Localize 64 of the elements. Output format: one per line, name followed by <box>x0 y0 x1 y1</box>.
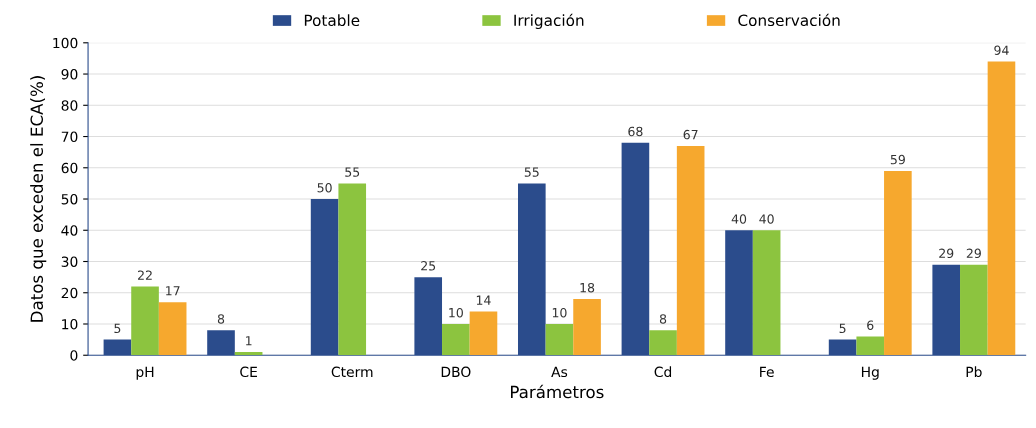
bar <box>752 230 781 356</box>
data-label: 18 <box>580 282 595 293</box>
data-label: 5 <box>114 323 121 334</box>
y-tick-label: 10 <box>62 318 78 330</box>
y-tick-label: 80 <box>61 100 78 111</box>
data-label: 5 <box>839 323 846 334</box>
data-label: 50 <box>317 182 332 193</box>
bar <box>469 311 498 356</box>
x-tick-label: Hg <box>861 366 879 380</box>
legend-label: Conservación <box>738 13 840 27</box>
data-label: 8 <box>659 314 667 324</box>
data-label: 29 <box>966 248 981 259</box>
bar <box>884 170 912 356</box>
y-tick-label: 20 <box>61 287 78 299</box>
x-tick-label: DBO <box>441 366 471 378</box>
bar <box>987 61 1016 356</box>
x-tick-label: Fe <box>760 366 774 378</box>
bar <box>158 302 187 356</box>
data-label: 1 <box>246 336 252 346</box>
data-label: 22 <box>138 270 152 280</box>
x-tick-label: pH <box>136 366 154 380</box>
x-tick-label: As <box>551 366 568 378</box>
data-label: 8 <box>217 314 225 324</box>
y-tick-label: 30 <box>61 256 78 267</box>
bar <box>649 330 677 356</box>
y-tick-label: 40 <box>61 225 78 236</box>
bar <box>131 286 159 356</box>
data-label: 59 <box>890 154 905 165</box>
data-label: 25 <box>421 261 436 271</box>
y-axis-title: Datos que exceden el ECA(%) <box>30 76 47 322</box>
bar <box>234 352 263 356</box>
bar <box>676 145 705 356</box>
legend-label: Potable <box>304 14 360 27</box>
legend-label: Irrigación <box>514 13 584 30</box>
y-tick-label: 100 <box>53 37 78 49</box>
bar <box>856 336 885 356</box>
y-tick-label: 70 <box>61 131 78 143</box>
data-label: 68 <box>628 126 643 137</box>
data-label: 40 <box>731 214 747 224</box>
data-label: 67 <box>683 129 698 140</box>
x-tick-label: Cterm <box>331 366 373 378</box>
bar <box>573 299 601 356</box>
x-tick-label: Pb <box>966 366 982 378</box>
x-tick-label: CE <box>240 366 257 378</box>
y-tick-label: 90 <box>61 69 78 80</box>
y-tick-label: 0 <box>70 350 78 361</box>
y-tick-label: 50 <box>61 193 78 205</box>
bar <box>960 264 988 356</box>
data-label: 17 <box>166 286 180 296</box>
x-axis-title: Parámetros <box>511 384 604 399</box>
bar <box>338 183 367 356</box>
data-label: 10 <box>449 307 463 318</box>
bar <box>442 324 470 356</box>
data-label: 10 <box>552 307 567 318</box>
data-label: 40 <box>759 214 774 224</box>
data-label: 29 <box>939 248 954 259</box>
data-label: 55 <box>524 167 539 177</box>
bar <box>545 324 574 356</box>
y-tick-label: 60 <box>61 162 78 174</box>
data-label: 6 <box>867 320 874 330</box>
data-label: 14 <box>476 295 491 305</box>
x-tick-label: Cd <box>654 366 672 378</box>
data-label: 94 <box>994 45 1009 55</box>
data-label: 55 <box>345 167 360 177</box>
